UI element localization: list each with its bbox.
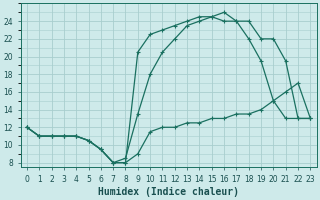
X-axis label: Humidex (Indice chaleur): Humidex (Indice chaleur) [98,186,239,197]
